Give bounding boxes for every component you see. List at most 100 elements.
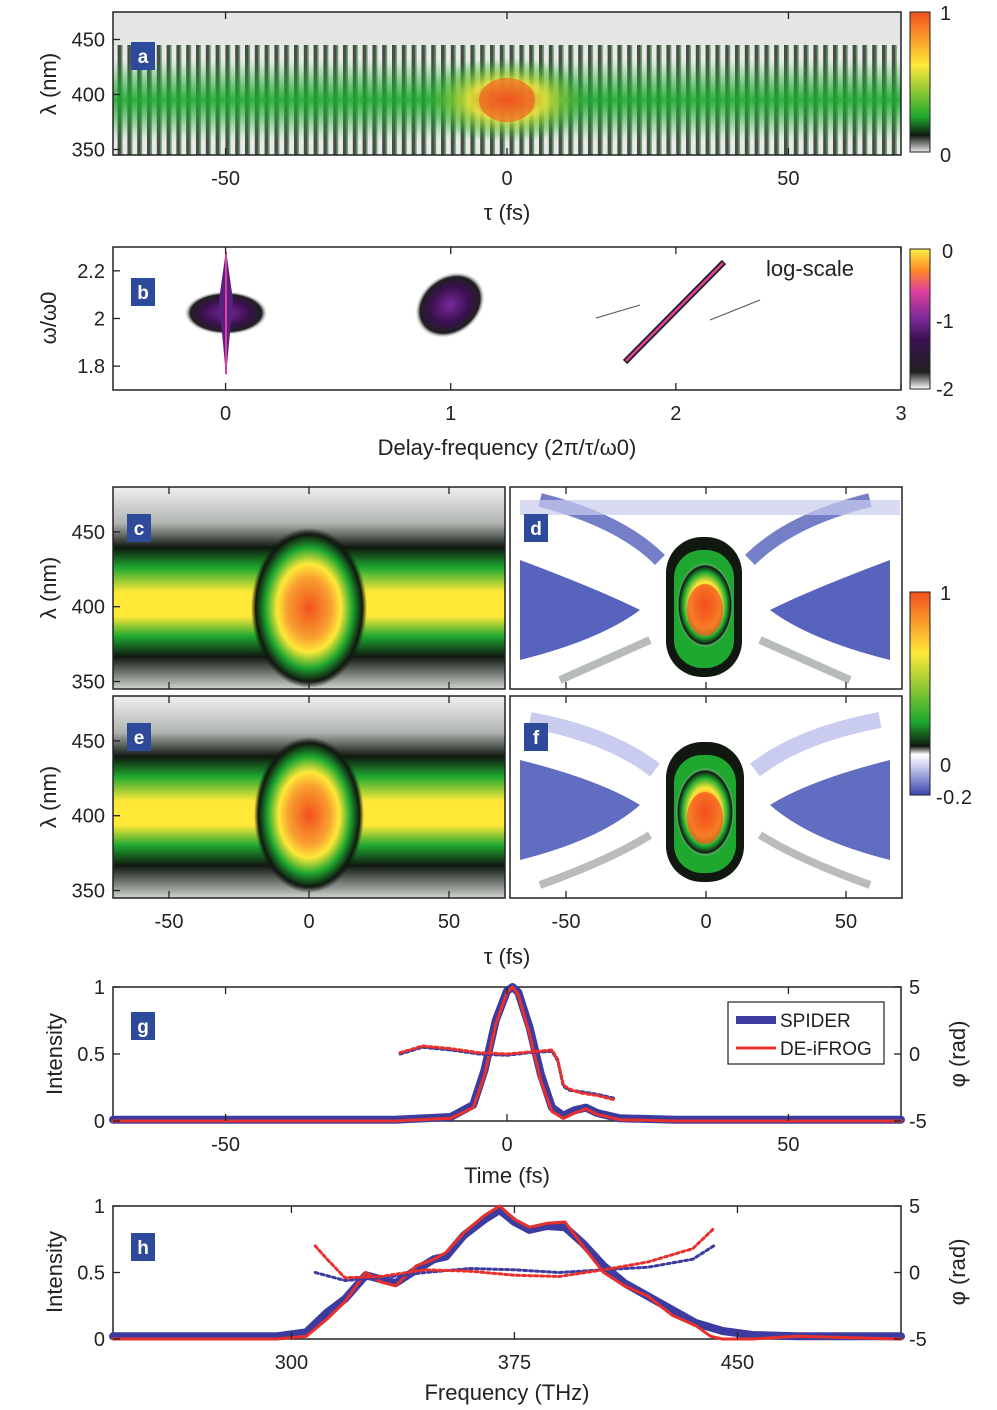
legend-label-deifrog: DE-iFROG <box>780 1039 872 1060</box>
b-ytick-label-0: 1.8 <box>77 356 105 378</box>
b-xtick-label-2: 2 <box>670 403 681 425</box>
cbar-f-zero: 0 <box>940 755 951 777</box>
e-xtick-label-2: 50 <box>438 911 460 933</box>
a-ylabel: λ (nm) <box>36 53 61 115</box>
badge-a: a <box>131 42 155 70</box>
g-xlabel: Time (fs) <box>464 1163 550 1188</box>
svg-text:d: d <box>530 519 542 540</box>
g-xtick-label-0: -50 <box>211 1134 240 1156</box>
a-ytick-label-2: 450 <box>72 30 105 52</box>
h-ylabel: Intensity <box>42 1231 67 1313</box>
panel-h-frame <box>112 1205 902 1340</box>
badge-e: e <box>127 723 151 751</box>
a-xtick-label-1: 0 <box>501 168 512 190</box>
h-y2tick-label-2: 5 <box>909 1196 920 1218</box>
cbar-b-max: 0 <box>942 241 953 263</box>
panel-d <box>509 486 903 690</box>
svg-text:g: g <box>137 1017 149 1038</box>
badge-g: g <box>131 1012 155 1040</box>
panel-a <box>112 11 902 156</box>
svg-text:e: e <box>134 728 145 749</box>
a-xtick-label-2: 50 <box>777 168 799 190</box>
ef-xlabel: τ (fs) <box>484 944 531 969</box>
g-y2tick-label-1: 0 <box>909 1044 920 1066</box>
badge-h: h <box>131 1233 155 1261</box>
f-xtick-label-1: 0 <box>700 911 711 933</box>
cbar-a-max: 1 <box>940 3 951 25</box>
panel-e <box>112 695 506 899</box>
badge-c: c <box>127 514 151 542</box>
g-y2label: φ (rad) <box>945 1021 970 1088</box>
b-ytick-label-2: 2.2 <box>77 261 105 283</box>
b-xtick-label-0: 0 <box>220 403 231 425</box>
b-island-1 <box>414 271 486 339</box>
g-series-1-de-ifrog <box>111 985 903 1123</box>
badge-b: b <box>131 278 155 306</box>
cbar-f-max: 1 <box>940 583 951 605</box>
h-y2tick-label-1: 0 <box>909 1263 920 1285</box>
chart-lines <box>109 983 905 1341</box>
panel-f-heatmap <box>510 696 902 898</box>
h-ytick-label-2: 1 <box>94 1196 105 1218</box>
h-ytick-label-0: 0 <box>94 1329 105 1351</box>
h-series-1-de-ifrog <box>111 1204 903 1341</box>
e-ytick-label-0: 350 <box>72 881 105 903</box>
h-xtick-label-1: 375 <box>498 1352 531 1374</box>
cbar-b-mid: -1 <box>936 311 954 333</box>
svg-text:c: c <box>134 519 145 540</box>
c-ytick-label-1: 400 <box>72 597 105 619</box>
b-ylabel: ω/ω0 <box>36 292 61 345</box>
h-xtick-label-0: 300 <box>275 1352 308 1374</box>
g-ylabel: Intensity <box>42 1013 67 1095</box>
panel-a-heatmap <box>113 12 901 155</box>
g-y2tick-label-2: 5 <box>909 977 920 999</box>
g-xtick-label-2: 50 <box>777 1134 799 1156</box>
colorbar-f <box>909 591 931 796</box>
panel-c-heatmap <box>113 487 505 689</box>
b-xtick-label-3: 3 <box>895 403 906 425</box>
g-ytick-label-0: 0 <box>94 1111 105 1133</box>
f-xtick-label-2: 50 <box>835 911 857 933</box>
g-xtick-label-1: 0 <box>501 1134 512 1156</box>
legend-label-spider: SPIDER <box>780 1011 851 1032</box>
a-xtick-label-0: -50 <box>211 168 240 190</box>
c-ytick-label-2: 450 <box>72 522 105 544</box>
cbar-a-min: 0 <box>940 145 951 167</box>
cbar-f-min: -0.2 <box>936 787 972 809</box>
e-xtick-label-0: -50 <box>155 911 184 933</box>
svg-text:b: b <box>137 283 149 304</box>
h-series-2-spider-phase <box>313 1244 716 1282</box>
f-xtick-label-0: -50 <box>552 911 581 933</box>
badge-d: d <box>524 514 548 542</box>
a-xlabel: τ (fs) <box>484 200 531 225</box>
svg-text:a: a <box>138 47 149 68</box>
e-xtick-label-1: 0 <box>303 911 314 933</box>
h-y2label: φ (rad) <box>945 1239 970 1306</box>
g-ytick-label-1: 0.5 <box>77 1044 105 1066</box>
badge-f: f <box>524 723 548 751</box>
panel-f <box>509 695 903 899</box>
e-ytick-label-1: 400 <box>72 806 105 828</box>
h-y2tick-label-0: -5 <box>909 1329 927 1351</box>
g-series-3-de-ifrog-phase <box>398 1044 616 1102</box>
svg-text:h: h <box>137 1238 149 1259</box>
e-ylabel: λ (nm) <box>36 766 61 828</box>
panel-c <box>112 486 506 690</box>
g-y2tick-label-0: -5 <box>909 1111 927 1133</box>
svg-text:f: f <box>533 728 540 749</box>
b-ytick-label-1: 2 <box>94 309 105 331</box>
a-ytick-label-1: 400 <box>72 85 105 107</box>
colorbar-b <box>909 248 931 390</box>
h-ytick-label-1: 0.5 <box>77 1263 105 1285</box>
b-log-scale-note: log-scale <box>766 256 854 281</box>
h-xlabel: Frequency (THz) <box>424 1380 589 1405</box>
c-ylabel: λ (nm) <box>36 557 61 619</box>
e-ytick-label-2: 450 <box>72 731 105 753</box>
h-series-3-de-ifrog-phase <box>313 1227 716 1280</box>
colorbar-a <box>909 11 931 153</box>
a-ytick-label-0: 350 <box>72 140 105 162</box>
panel-e-heatmap <box>113 696 505 898</box>
c-ytick-label-0: 350 <box>72 672 105 694</box>
